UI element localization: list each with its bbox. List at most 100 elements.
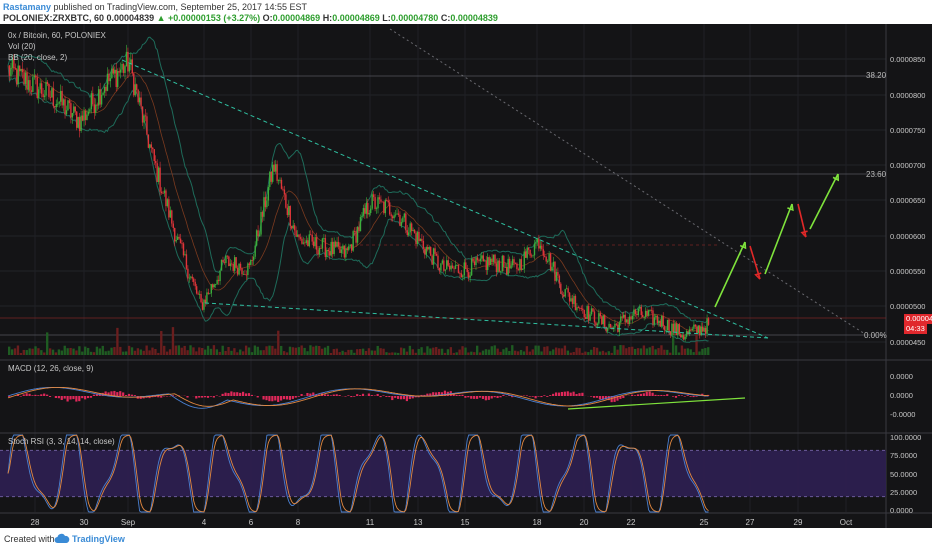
volume-bar: [69, 347, 72, 355]
volume-bar: [671, 333, 675, 355]
volume-bar: [364, 350, 368, 355]
candle-body: [26, 72, 28, 90]
volume-bar: [195, 351, 198, 355]
candle-body: [291, 226, 293, 229]
macd-hist-bar: [399, 396, 403, 400]
volume-bar: [394, 352, 397, 355]
chart-area[interactable]: 0x / Bitcoin, 60, POLONIEX Vol (20) BB (…: [0, 24, 932, 528]
macd-hist-bar: [347, 395, 350, 396]
candle-body: [563, 294, 565, 297]
macd-hist-bar: [271, 396, 274, 402]
candle-body: [323, 238, 325, 239]
candle-body: [508, 258, 511, 269]
legend-vol[interactable]: Vol (20): [8, 42, 36, 51]
candle-body: [681, 335, 683, 338]
candle-body: [14, 68, 17, 70]
macd-hist-bar: [581, 392, 584, 396]
candle-body: [643, 316, 645, 318]
bb-lower: [7, 65, 709, 343]
macd-hist-bar: [499, 396, 502, 398]
volume-bar: [209, 348, 213, 355]
candle-body: [115, 69, 117, 87]
macd-hist-bar: [127, 393, 131, 396]
volume-bar: [549, 351, 552, 355]
volume-bar: [531, 349, 534, 355]
candle-body: [539, 245, 542, 249]
volume-bar: [353, 352, 356, 355]
candle-body: [624, 314, 626, 323]
macd-hist-bar: [402, 396, 406, 400]
volume-bar: [291, 347, 295, 355]
volume-bar: [554, 347, 558, 355]
volume-bar: [411, 349, 414, 355]
macd-hist-bar: [86, 396, 90, 399]
volume-bar: [543, 346, 546, 355]
candle-body: [605, 326, 607, 332]
macd-hist-bar: [642, 393, 645, 396]
volume-bar: [435, 347, 438, 355]
candle-body: [326, 249, 328, 258]
volume-bar: [282, 351, 286, 355]
volume-bar: [484, 349, 488, 355]
volume-bar: [502, 349, 505, 355]
candle-body: [228, 256, 230, 267]
macd-hist-bar: [496, 396, 499, 399]
macd-hist-bar: [657, 395, 660, 396]
legend-macd[interactable]: MACD (12, 26, close, 9): [8, 364, 94, 373]
x-tick-11: 22: [626, 518, 636, 527]
candle-body: [67, 100, 69, 111]
candle-body: [672, 323, 675, 332]
macd-hist-bar: [367, 393, 370, 396]
macd-hist-bar: [639, 393, 642, 396]
macd-hist-bar: [57, 396, 60, 399]
candle-body: [465, 262, 467, 270]
candle-body: [331, 241, 334, 255]
volume-bar: [505, 347, 508, 355]
legend-bb[interactable]: BB (20, close, 2): [8, 53, 68, 62]
candle-body: [497, 260, 499, 273]
candle-body: [470, 258, 473, 276]
chart-canvas[interactable]: [0, 24, 932, 528]
candle-body: [399, 214, 401, 226]
macd-hist-bar: [40, 394, 43, 396]
macd-hist-bar: [306, 392, 309, 396]
volume-bar: [63, 345, 66, 355]
candle-body: [625, 319, 628, 323]
macd-tick-1: 0.0000: [890, 391, 913, 400]
candle-body: [280, 179, 283, 189]
macd-hist-bar: [69, 396, 72, 400]
macd-hist-bar: [540, 396, 543, 398]
volume-bar: [499, 351, 502, 355]
macd-hist-bar: [493, 396, 496, 398]
candle-body: [580, 307, 582, 309]
volume-bar: [519, 349, 523, 355]
candle-body: [429, 247, 432, 256]
candle-body: [484, 260, 486, 262]
candle-body: [54, 106, 56, 108]
candle-body: [457, 264, 460, 273]
candle-body: [520, 259, 523, 270]
macd-hist-bar: [572, 391, 575, 396]
candle-body: [506, 266, 508, 275]
legend-stoch[interactable]: Stoch RSI (3, 3, 14, 14, close): [8, 437, 115, 446]
volume-bar: [452, 352, 455, 355]
footer-brand[interactable]: TradingView: [72, 534, 125, 544]
volume-bar: [268, 345, 271, 355]
candle-body: [599, 313, 602, 317]
candle-body: [460, 273, 463, 278]
candle-body: [73, 106, 75, 114]
open-label: O:: [262, 13, 273, 23]
volume-bar: [376, 345, 379, 355]
macd-hist-bar: [408, 396, 411, 400]
volume-bar: [142, 350, 145, 355]
volume-bar: [511, 345, 514, 355]
candle-body: [510, 265, 512, 269]
macd-hist-bar: [546, 396, 549, 397]
candle-body: [564, 289, 566, 297]
volume-bar: [28, 348, 31, 355]
volume-bar: [487, 349, 491, 355]
candle-body: [52, 88, 55, 107]
author-link[interactable]: Rastamany: [3, 2, 52, 12]
volume-bar: [233, 348, 236, 355]
candle-body: [152, 147, 154, 150]
